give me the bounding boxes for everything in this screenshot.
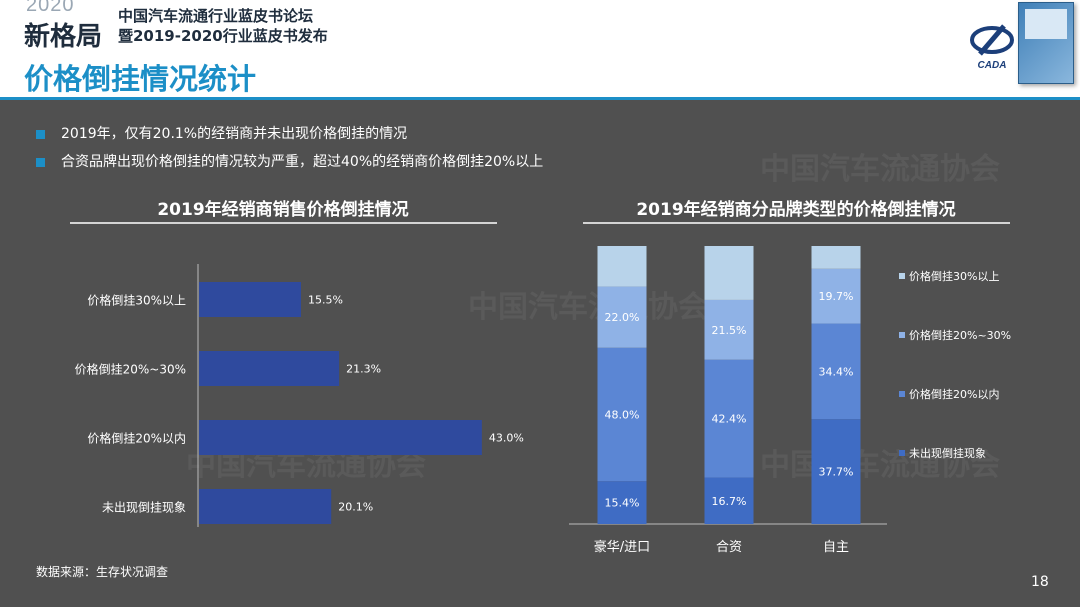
legend-label: 价格倒挂30%以上 [909, 269, 999, 283]
left-chart-title: 2019年经销商销售价格倒挂情况 [157, 199, 408, 220]
cada-logo-text: CADA [978, 60, 1007, 71]
left-bar [199, 420, 482, 455]
data-source: 数据来源：生存状况调查 [36, 565, 169, 579]
right-category-label: 合资 [716, 540, 742, 555]
bullet-square-icon [36, 129, 45, 139]
bullet-item: 2019年，仅有20.1%的经销商并未出现价格倒挂的情况 [36, 120, 543, 148]
left-category-label: 未出现倒挂现象 [102, 501, 186, 515]
legend-swatch [899, 450, 905, 456]
blue-book-cover-icon [1018, 2, 1074, 84]
left-category-label: 价格倒挂30%以上 [87, 293, 186, 308]
bullet-text: 合资品牌出现价格倒挂的情况较为严重，超过40%的经销商价格倒挂20%以上 [61, 154, 544, 170]
right-chart-bars: 15.4% 48.0% 22.0% 豪华/进口 16.7% 42.4% 21.5% 合资 37.… [594, 246, 861, 555]
segment-value-label: 19.7% [819, 290, 854, 303]
segment-value-label: 22.0% [605, 311, 640, 324]
segment-value-label: 37.7% [819, 466, 854, 479]
segment-value-label: 15.4% [605, 497, 640, 510]
segment-value-label: 16.7% [712, 495, 747, 508]
legend-swatch [899, 391, 905, 397]
logo-name: 新格局 [24, 22, 103, 52]
left-bar-value-label: 43.0% [489, 432, 524, 445]
stacked-bar-segment [704, 359, 754, 478]
left-bar [199, 489, 332, 524]
left-bar-value-label: 15.5% [308, 294, 343, 307]
logo-year: 2020 [26, 0, 75, 16]
left-chart-bars: 价格倒挂30%以上 15.5% 价格倒挂20%~30% 21.3% 价格倒挂20%以内 4… [75, 282, 524, 524]
right-category-label: 自主 [823, 540, 849, 555]
watermark: 中国汽车流通协会 [760, 448, 1000, 483]
bullet-list: 2019年，仅有20.1%的经销商并未出现价格倒挂的情况 合资品牌出现价格倒挂的… [36, 120, 543, 176]
segment-value-label: 21.5% [712, 324, 747, 337]
bullet-square-icon [36, 157, 45, 167]
left-bar-value-label: 21.3% [346, 363, 381, 376]
legend-label: 未出现倒挂现象 [909, 446, 986, 460]
stacked-bar-segment [704, 477, 754, 524]
stacked-bar-segment [597, 481, 647, 524]
legend-swatch [899, 332, 905, 338]
segment-value-label: 42.4% [712, 413, 747, 426]
right-chart-title: 2019年经销商分品牌类型的价格倒挂情况 [636, 199, 955, 220]
cada-logo-icon: CADA [970, 24, 1014, 71]
stacked-bar-segment [704, 246, 754, 300]
watermark: 中国汽车流通协会 [760, 152, 1000, 187]
right-category-label: 豪华/进口 [594, 539, 650, 555]
forum-title: 中国汽车流通行业蓝皮书论坛 暨2019-2020行业蓝皮书发布 [118, 6, 328, 46]
stacked-bar-segment [597, 246, 647, 287]
stacked-bar-segment [811, 419, 861, 524]
legend-label: 价格倒挂20%~30% [909, 328, 1011, 342]
header: 2020 新格局 中国汽车流通行业蓝皮书论坛 暨2019-2020行业蓝皮书发布… [0, 0, 1080, 100]
forum-line2: 暨2019-2020行业蓝皮书发布 [118, 27, 328, 45]
stacked-bar-segment [811, 323, 861, 420]
stacked-bar-segment [811, 246, 861, 269]
watermark: 中国汽车流通协会 [468, 290, 708, 325]
left-bar [199, 282, 301, 317]
title-underline [0, 97, 1080, 100]
segment-value-label: 48.0% [605, 408, 640, 421]
stacked-bar-segment [597, 347, 647, 482]
page-number: 18 [1031, 574, 1049, 590]
left-category-label: 价格倒挂20%以内 [87, 431, 186, 446]
segment-value-label: 34.4% [819, 365, 854, 378]
stacked-bar-segment [597, 286, 647, 348]
left-bar-value-label: 20.1% [338, 501, 373, 514]
left-category-label: 价格倒挂20%~30% [75, 362, 186, 377]
stacked-bar-segment [704, 299, 754, 360]
legend-label: 价格倒挂20%以内 [909, 387, 999, 401]
bullet-text: 2019年，仅有20.1%的经销商并未出现价格倒挂的情况 [61, 126, 408, 142]
left-bar [199, 351, 340, 386]
page-title: 价格倒挂情况统计 [24, 62, 257, 96]
forum-line1: 中国汽车流通行业蓝皮书论坛 [118, 7, 314, 25]
stacked-bar-segment [811, 268, 861, 324]
bullet-item: 合资品牌出现价格倒挂的情况较为严重，超过40%的经销商价格倒挂20%以上 [36, 148, 543, 176]
legend-swatch [899, 273, 905, 279]
